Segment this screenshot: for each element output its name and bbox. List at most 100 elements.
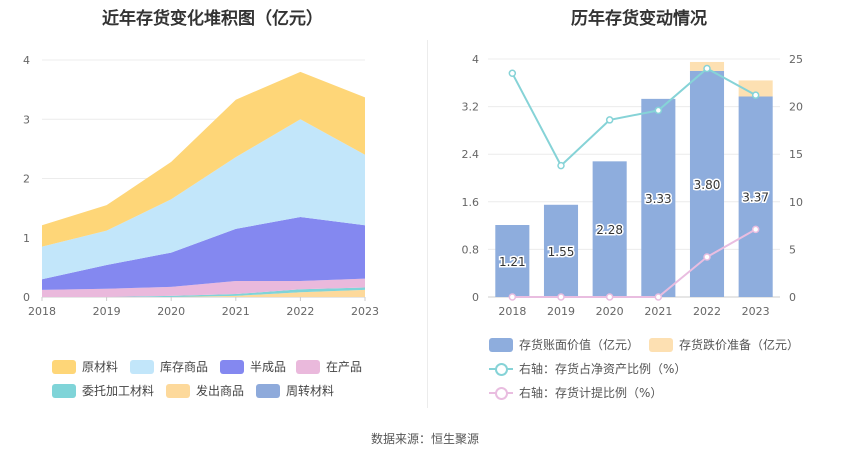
legend-label: 库存商品 <box>160 360 209 374</box>
x-tick-label: 2019 <box>547 305 575 318</box>
line-point <box>557 293 565 301</box>
bar-book-value <box>641 98 676 298</box>
legend-swatch <box>296 359 320 374</box>
area-在产品 <box>42 278 365 297</box>
bar-book-value <box>738 96 773 297</box>
data-source-note: 数据来源：恒生聚源 <box>370 432 479 446</box>
chart-divider <box>427 40 428 408</box>
right-chart-title: 历年存货变动情况 <box>571 9 707 29</box>
left-chart-title: 近年存货变化堆积图（亿元） <box>102 9 323 29</box>
bar-value-label: 3.37 <box>742 191 769 205</box>
legend-swatch <box>52 383 76 398</box>
legend-label: 原材料 <box>82 360 119 374</box>
legend-item[interactable]: 右轴：存货占净资产比例（%） <box>489 360 686 377</box>
legend-label: 右轴：存货计提比例（%） <box>519 386 663 400</box>
legend-label: 存货账面价值（亿元） <box>519 338 640 352</box>
area-发出商品 <box>42 289 365 297</box>
x-tick-label: 2020 <box>157 305 185 318</box>
area-半成品 <box>42 217 365 290</box>
bar-value-label: 1.55 <box>548 245 575 259</box>
legend-swatch <box>649 337 673 352</box>
x-tick-label: 2020 <box>596 305 624 318</box>
y-right-tick-label: 10 <box>789 196 803 209</box>
y-tick-label: 3 <box>23 113 30 126</box>
y-tick-label: 0 <box>23 291 30 304</box>
bar-impairment <box>738 80 773 97</box>
legend-item[interactable]: 发出商品 <box>166 382 244 399</box>
legend-item[interactable]: 存货跌价准备（亿元） <box>649 336 799 353</box>
legend-item[interactable]: 存货账面价值（亿元） <box>489 336 639 353</box>
y-tick-label: 2 <box>23 173 30 186</box>
y-left-tick-label: 4 <box>472 53 479 66</box>
legend-swatch <box>256 383 280 398</box>
legend-label: 委托加工材料 <box>82 384 155 398</box>
x-tick-label: 2022 <box>693 305 721 318</box>
bar-book-value <box>543 204 579 297</box>
line-point <box>751 225 760 234</box>
legend-item[interactable]: 周转材料 <box>256 382 334 399</box>
bar-book-value <box>495 225 530 297</box>
legend-item[interactable]: 原材料 <box>52 358 118 375</box>
legend-label: 存货跌价准备（亿元） <box>679 338 800 352</box>
legend-swatch <box>166 383 190 398</box>
line-point <box>654 106 663 115</box>
x-tick-label: 2021 <box>644 305 672 318</box>
legend-item[interactable]: 半成品 <box>220 358 286 375</box>
legend-swatch <box>489 362 513 376</box>
y-left-tick-label: 1.6 <box>462 196 480 209</box>
legend-swatch <box>130 359 154 374</box>
line-point <box>654 293 663 301</box>
x-tick-label: 2023 <box>742 305 770 318</box>
line-point <box>605 293 614 301</box>
area-委托加工材料 <box>42 287 365 297</box>
y-right-tick-label: 25 <box>789 53 803 66</box>
x-tick-label: 2018 <box>28 305 56 318</box>
legend-swatch <box>220 359 244 374</box>
area-库存商品 <box>42 119 365 280</box>
line-point <box>703 64 711 73</box>
line-point <box>605 116 614 124</box>
area-原材料 <box>42 71 365 247</box>
line-point <box>508 293 517 301</box>
bar-value-label: 2.28 <box>596 223 623 237</box>
line-右轴：存货占净资产比例（%） <box>511 67 757 168</box>
legend-label: 在产品 <box>326 360 363 374</box>
legend-item[interactable]: 委托加工材料 <box>52 382 154 399</box>
y-right-tick-label: 20 <box>789 101 803 114</box>
x-tick-label: 2022 <box>286 305 314 318</box>
x-tick-label: 2021 <box>222 305 250 318</box>
bar-value-label: 3.80 <box>694 178 721 192</box>
legend-swatch <box>489 386 513 400</box>
bar-value-label: 3.33 <box>645 192 672 206</box>
x-tick-label: 2023 <box>351 305 379 318</box>
y-tick-label: 1 <box>23 232 30 245</box>
line-point <box>703 253 711 261</box>
y-left-tick-label: 3.2 <box>462 101 480 114</box>
line-point <box>557 161 565 170</box>
y-right-tick-label: 5 <box>789 243 796 256</box>
x-tick-label: 2018 <box>498 305 526 318</box>
line-point <box>751 91 760 99</box>
y-left-tick-label: 0 <box>472 291 479 304</box>
legend-label: 右轴：存货占净资产比例（%） <box>519 362 687 376</box>
legend-item[interactable]: 右轴：存货计提比例（%） <box>489 384 662 401</box>
line-右轴：存货计提比例（%） <box>512 228 757 298</box>
legend-swatch <box>489 337 513 352</box>
y-left-tick-label: 2.4 <box>462 148 480 161</box>
y-right-tick-label: 15 <box>789 148 803 161</box>
x-tick-label: 2019 <box>93 305 121 318</box>
bar-value-label: 1.21 <box>499 255 526 269</box>
legend-label: 发出商品 <box>196 384 245 398</box>
line-point <box>508 69 517 78</box>
y-left-tick-label: 0.8 <box>462 243 480 256</box>
legend-item[interactable]: 库存商品 <box>130 358 208 375</box>
y-right-tick-label: 0 <box>789 291 796 304</box>
legend-label: 周转材料 <box>286 384 335 398</box>
legend-item[interactable]: 在产品 <box>296 358 362 375</box>
legend-swatch <box>52 359 76 374</box>
y-tick-label: 4 <box>23 54 30 67</box>
legend-label: 半成品 <box>250 360 287 374</box>
bar-book-value <box>592 161 627 297</box>
